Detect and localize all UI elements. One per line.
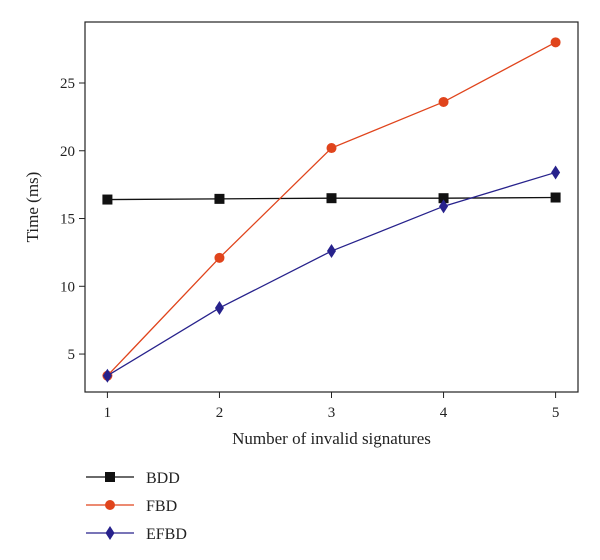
data-point-efbd [327, 244, 336, 259]
data-point-bdd [550, 192, 561, 203]
data-point-bdd [214, 193, 225, 204]
data-point-fbd [326, 143, 337, 154]
y-tick-label: 10 [60, 279, 75, 295]
data-point-efbd [551, 165, 561, 180]
x-axis-label: Number of invalid signatures [232, 429, 431, 448]
data-point-efbd [102, 368, 112, 383]
x-tick-label: 1 [104, 405, 112, 421]
y-tick-label: 25 [60, 76, 75, 92]
legend-marker-fbd [105, 500, 115, 510]
series-bdd [102, 192, 561, 205]
plot-area-frame [84, 21, 579, 393]
data-point-bdd [326, 193, 337, 204]
x-tick-label: 5 [552, 405, 560, 421]
x-tick-label: 4 [440, 405, 448, 421]
y-tick-label: 5 [68, 347, 76, 363]
data-point-bdd [102, 194, 113, 205]
series-layer [102, 37, 561, 383]
legend-label-fbd: FBD [146, 498, 177, 515]
x-tick-label: 3 [328, 405, 336, 421]
y-tick-label: 15 [60, 212, 75, 228]
legend-item-bdd: BDD [86, 470, 180, 487]
data-point-fbd [550, 37, 561, 48]
data-point-bdd [438, 193, 449, 204]
legend-marker-efbd [105, 526, 115, 540]
legend-label-bdd: BDD [146, 470, 180, 487]
y-tick-label: 20 [60, 144, 75, 160]
legend: BDD FBD EFBD [86, 470, 187, 543]
legend-item-fbd: FBD [86, 498, 177, 515]
legend-item-efbd: EFBD [86, 526, 187, 543]
data-point-fbd [438, 96, 449, 107]
y-axis-label: Time (ms) [23, 172, 42, 243]
legend-label-efbd: EFBD [146, 526, 187, 543]
data-point-fbd [214, 252, 225, 263]
x-tick-label: 2 [216, 405, 224, 421]
series-fbd [102, 37, 561, 381]
y-axis-ticks: 5 10 15 20 25 [60, 76, 85, 363]
series-line-fbd [106, 41, 556, 377]
data-point-efbd [214, 300, 224, 315]
legend-marker-bdd [105, 472, 115, 482]
data-point-efbd [439, 199, 449, 214]
series-efbd [102, 165, 561, 383]
x-axis-ticks: 1 2 3 4 5 [104, 392, 560, 421]
